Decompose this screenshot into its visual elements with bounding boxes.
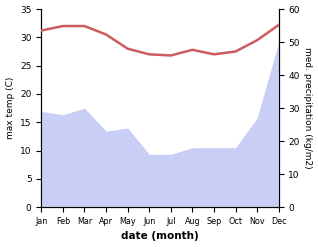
X-axis label: date (month): date (month) — [121, 231, 199, 242]
Y-axis label: max temp (C): max temp (C) — [5, 77, 15, 139]
Y-axis label: med. precipitation (kg/m2): med. precipitation (kg/m2) — [303, 47, 313, 169]
